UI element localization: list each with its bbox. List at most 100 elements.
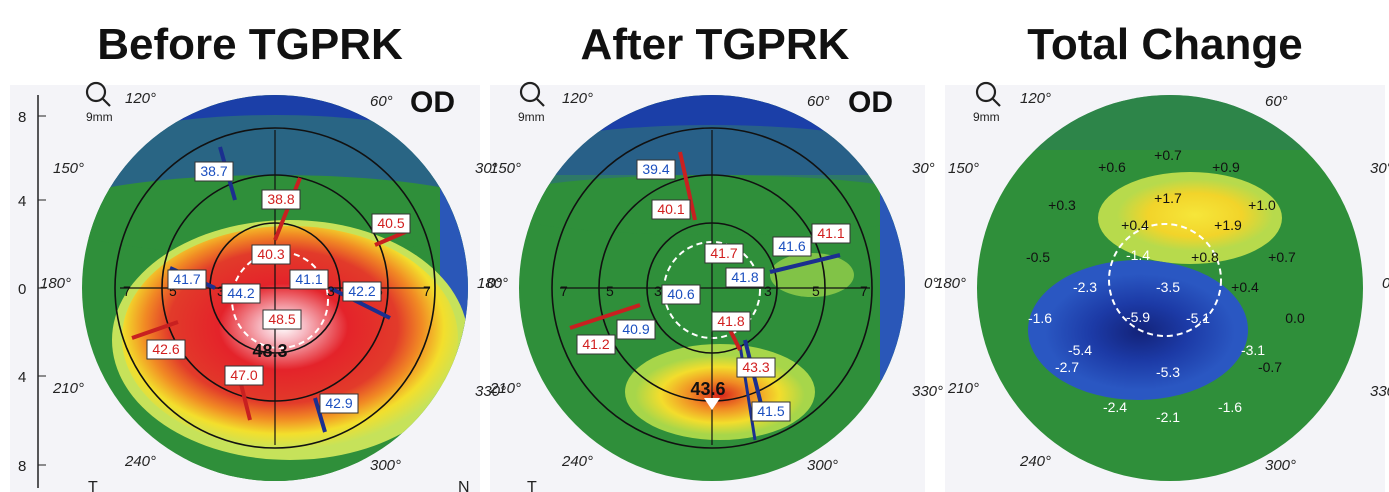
value-box: 47.0 <box>224 365 264 386</box>
ring-label: 5 <box>169 283 177 299</box>
angle-label: 150° <box>490 160 521 177</box>
change-value: +0.6 <box>1098 159 1126 175</box>
change-value: 0.0 <box>1285 310 1305 326</box>
panel-title-after: After TGPRK <box>580 20 850 69</box>
value-box: 41.5 <box>751 401 791 422</box>
map-after <box>519 95 905 481</box>
panel-title-before: Before TGPRK <box>97 20 403 69</box>
value-text: 41.7 <box>173 271 200 287</box>
value-text: 41.2 <box>582 336 609 352</box>
ring-label: 3 <box>654 283 662 299</box>
y-tick: 4 <box>18 193 26 210</box>
change-value: -5.1 <box>1186 310 1210 326</box>
change-value: +0.4 <box>1231 279 1259 295</box>
change-value: -5.3 <box>1156 364 1180 380</box>
angle-label: 180° <box>935 275 966 292</box>
angle-label: 30° <box>475 160 498 177</box>
zoom-label: 9mm <box>973 110 1000 124</box>
value-box: 48.3 <box>252 341 287 361</box>
angle-label: 0° <box>1382 275 1389 292</box>
value-box: 41.8 <box>725 267 765 288</box>
value-box: 41.7 <box>167 269 207 290</box>
panel-title-change: Total Change <box>1027 20 1303 69</box>
temporal-label: T <box>527 479 537 492</box>
value-box: 41.1 <box>289 269 329 290</box>
value-text: 38.7 <box>200 163 227 179</box>
y-tick: 4 <box>18 369 26 386</box>
value-text: 48.5 <box>268 311 295 327</box>
y-tick: 0 <box>18 281 26 298</box>
value-box: 44.2 <box>221 283 261 304</box>
change-value: -2.7 <box>1055 359 1079 375</box>
change-value: +0.7 <box>1268 249 1296 265</box>
ring-label: 7 <box>423 283 431 299</box>
value-text: 42.2 <box>348 283 375 299</box>
angle-label: 300° <box>370 457 401 474</box>
angle-label: 150° <box>53 160 84 177</box>
eye-label: OD <box>848 86 893 119</box>
eye-label: OD <box>410 86 455 119</box>
change-value: +1.9 <box>1214 217 1242 233</box>
value-box: 38.8 <box>261 189 301 210</box>
value-text: 41.7 <box>710 245 737 261</box>
value-text: 41.8 <box>717 313 744 329</box>
angle-label: 60° <box>807 93 830 110</box>
nasal-label: N <box>458 479 470 492</box>
value-text: 39.4 <box>642 161 669 177</box>
value-text: 40.1 <box>657 201 684 217</box>
value-text: 41.1 <box>295 271 322 287</box>
angle-label: 210° <box>52 380 84 397</box>
angle-label: 120° <box>1020 90 1051 107</box>
value-text: 44.2 <box>227 285 254 301</box>
value-text: 40.6 <box>667 286 694 302</box>
change-value: -2.1 <box>1156 409 1180 425</box>
zoom-label: 9mm <box>518 110 545 124</box>
angle-label: 240° <box>124 453 156 470</box>
value-box: 39.4 <box>636 159 676 180</box>
value-box: 40.9 <box>616 319 656 340</box>
value-text: 41.5 <box>757 403 784 419</box>
value-text: 40.5 <box>377 215 404 231</box>
angle-label: 30° <box>1370 160 1389 177</box>
ring-label: 7 <box>560 283 568 299</box>
temporal-label: T <box>88 479 98 492</box>
angle-label: 120° <box>125 90 156 107</box>
ring-label: 7 <box>123 283 131 299</box>
y-tick: 8 <box>18 109 26 126</box>
angle-label: 240° <box>1019 453 1051 470</box>
value-box: 43.3 <box>736 357 776 378</box>
value-text: 38.8 <box>267 191 294 207</box>
angle-label: 120° <box>562 90 593 107</box>
change-value: -2.4 <box>1103 399 1127 415</box>
value-box: 40.3 <box>251 244 291 265</box>
change-value: -0.7 <box>1258 359 1282 375</box>
value-box: 48.5 <box>262 309 302 330</box>
angle-label: 330° <box>912 383 943 400</box>
change-value: +1.0 <box>1248 197 1276 213</box>
zoom-icon <box>519 81 545 107</box>
change-value: +1.7 <box>1154 190 1182 206</box>
value-box: 42.9 <box>319 393 359 414</box>
change-value: +0.4 <box>1121 217 1149 233</box>
ring-label: 3 <box>764 283 772 299</box>
change-value: +0.7 <box>1154 147 1182 163</box>
value-text: 43.6 <box>690 379 725 399</box>
angle-label: 60° <box>370 93 393 110</box>
change-value: -2.3 <box>1073 279 1097 295</box>
change-value: +0.8 <box>1191 249 1219 265</box>
value-box: 40.5 <box>371 213 411 234</box>
value-text: 47.0 <box>230 367 257 383</box>
value-box: 40.6 <box>661 284 701 305</box>
ring-label: 5 <box>812 283 820 299</box>
angle-label: 30° <box>912 160 935 177</box>
change-value: -3.1 <box>1241 342 1265 358</box>
y-axis: 8 4 0 4 8 <box>18 95 46 488</box>
value-text: 40.9 <box>622 321 649 337</box>
change-value: +0.9 <box>1212 159 1240 175</box>
change-value: +0.3 <box>1048 197 1076 213</box>
angle-label: 150° <box>948 160 979 177</box>
ring-label: 7 <box>860 283 868 299</box>
zoom-icon <box>85 81 111 107</box>
value-box: 42.6 <box>146 339 186 360</box>
